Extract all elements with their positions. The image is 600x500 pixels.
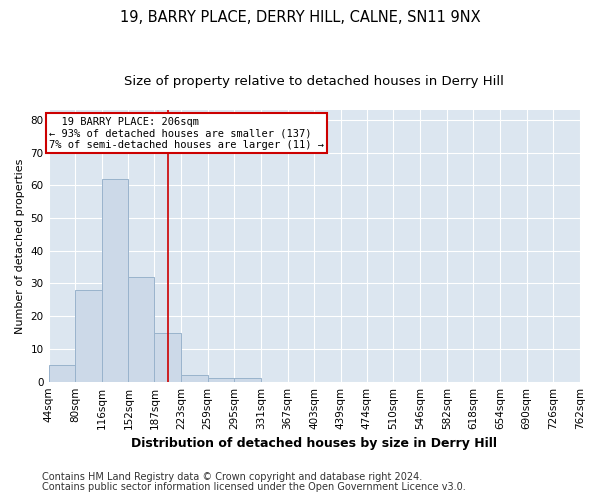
Text: Contains public sector information licensed under the Open Government Licence v3: Contains public sector information licen… <box>42 482 466 492</box>
Bar <box>128 277 154 382</box>
Bar <box>154 332 181 382</box>
Text: Contains HM Land Registry data © Crown copyright and database right 2024.: Contains HM Land Registry data © Crown c… <box>42 472 422 482</box>
Bar <box>208 378 235 382</box>
Bar <box>49 366 75 382</box>
Title: Size of property relative to detached houses in Derry Hill: Size of property relative to detached ho… <box>124 75 504 88</box>
Text: 19 BARRY PLACE: 206sqm
← 93% of detached houses are smaller (137)
7% of semi-det: 19 BARRY PLACE: 206sqm ← 93% of detached… <box>49 116 324 150</box>
Y-axis label: Number of detached properties: Number of detached properties <box>15 158 25 334</box>
Bar <box>75 290 102 382</box>
X-axis label: Distribution of detached houses by size in Derry Hill: Distribution of detached houses by size … <box>131 437 497 450</box>
Text: 19, BARRY PLACE, DERRY HILL, CALNE, SN11 9NX: 19, BARRY PLACE, DERRY HILL, CALNE, SN11… <box>119 10 481 25</box>
Bar <box>102 178 128 382</box>
Bar <box>181 375 208 382</box>
Bar <box>235 378 261 382</box>
